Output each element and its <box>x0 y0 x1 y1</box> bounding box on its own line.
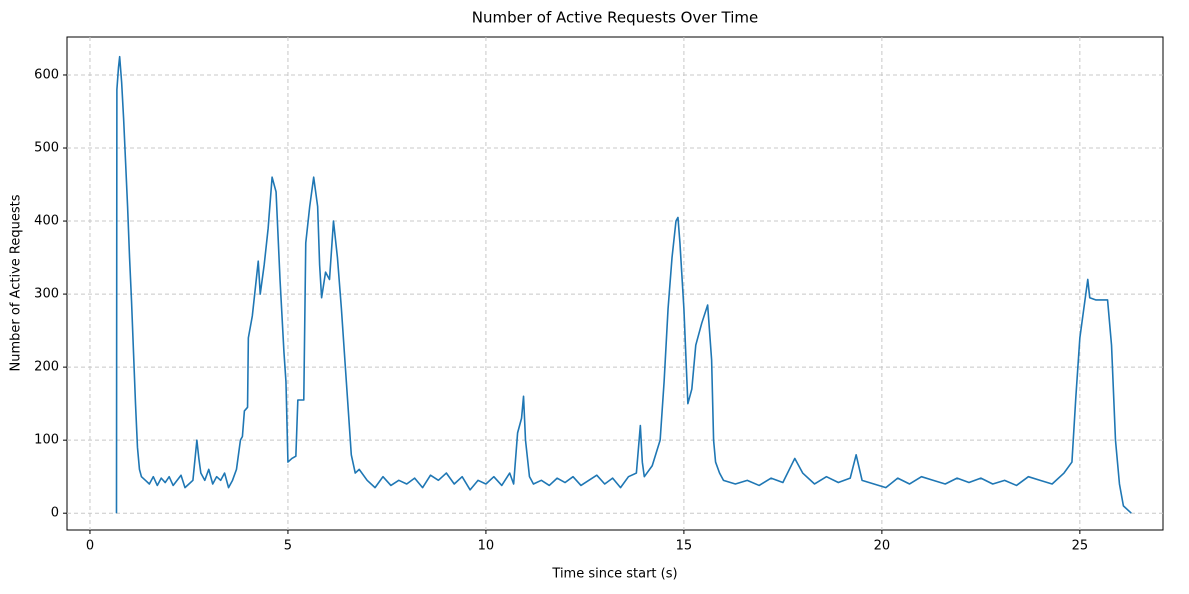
y-axis-label: Number of Active Requests <box>9 194 24 371</box>
x-tick-label: 15 <box>676 539 693 554</box>
data-line <box>115 55 1132 514</box>
x-tick-label: 20 <box>874 539 891 554</box>
y-tick-label: 0 <box>51 506 59 521</box>
x-tick-label: 5 <box>284 539 292 554</box>
y-tick-label: 500 <box>34 141 59 156</box>
chart-title: Number of Active Requests Over Time <box>472 9 759 27</box>
x-tick-label: 25 <box>1072 539 1089 554</box>
x-tick-label: 0 <box>86 539 94 554</box>
y-tick-label: 600 <box>34 67 59 82</box>
y-tick-label: 300 <box>34 287 59 302</box>
y-tick-label: 400 <box>34 214 59 229</box>
x-tick-label: 10 <box>478 539 495 554</box>
y-tick-label: 100 <box>34 433 59 448</box>
x-axis-label: Time since start (s) <box>551 567 677 582</box>
y-tick-label: 200 <box>34 360 59 375</box>
plot-frame <box>66 36 1164 531</box>
